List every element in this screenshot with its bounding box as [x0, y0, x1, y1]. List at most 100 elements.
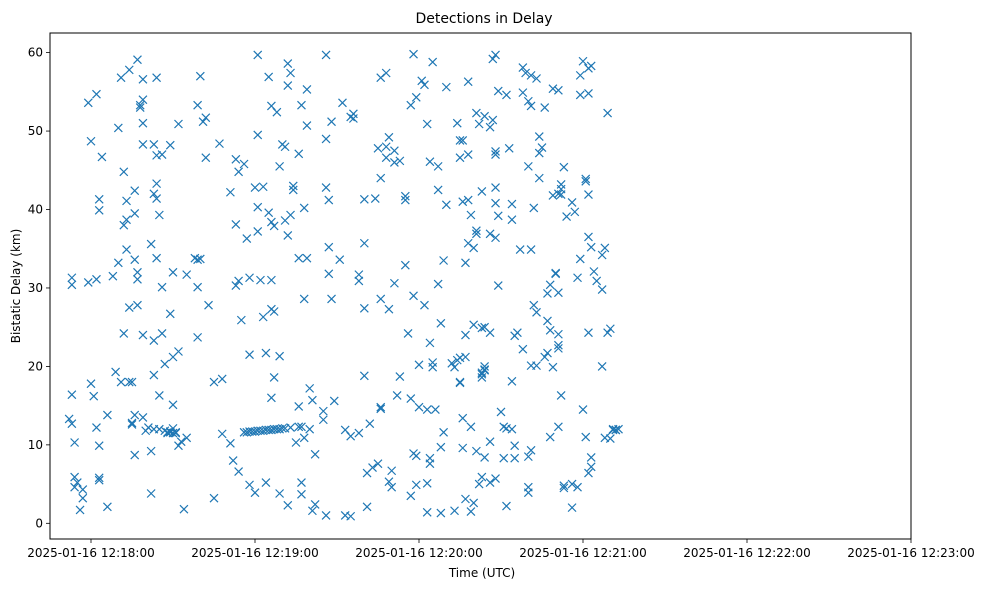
x-tick-label: 2025-01-16 12:23:00 — [847, 546, 974, 560]
data-point — [406, 491, 416, 501]
data-point — [512, 328, 522, 338]
data-point — [567, 503, 577, 513]
data-point — [157, 282, 167, 292]
data-point — [493, 86, 503, 96]
data-point — [78, 493, 88, 503]
data-point — [545, 280, 555, 290]
data-point — [584, 328, 593, 338]
data-point — [272, 107, 282, 117]
data-point — [171, 428, 181, 438]
data-point — [592, 276, 602, 286]
data-point — [152, 253, 162, 263]
data-point — [452, 118, 462, 128]
data-point — [209, 377, 219, 387]
data-point — [269, 307, 279, 316]
data-point — [346, 431, 356, 441]
data-point — [499, 422, 509, 432]
data-point — [67, 419, 77, 429]
data-point — [324, 242, 334, 252]
data-point — [376, 404, 386, 414]
data-point — [146, 489, 156, 498]
data-point — [130, 255, 140, 265]
data-point — [573, 482, 582, 492]
data-point — [275, 161, 285, 171]
data-point — [384, 304, 394, 314]
data-point — [370, 194, 380, 203]
data-point — [154, 391, 164, 400]
data-point — [327, 117, 336, 127]
y-tick-label: 50 — [28, 124, 43, 138]
data-point — [600, 243, 610, 253]
data-point — [389, 146, 399, 156]
data-point — [234, 276, 244, 286]
data-point — [108, 271, 118, 281]
data-point — [373, 459, 383, 469]
data-point — [471, 446, 481, 456]
data-point — [346, 511, 356, 521]
data-point — [463, 150, 473, 160]
data-point — [532, 307, 541, 317]
data-point — [122, 215, 131, 225]
data-point — [417, 76, 427, 86]
data-point — [461, 352, 470, 362]
data-point — [491, 50, 500, 60]
data-point — [597, 361, 607, 371]
data-point — [124, 65, 134, 75]
data-point — [70, 482, 80, 492]
data-point — [157, 150, 167, 160]
data-point — [225, 438, 235, 448]
data-point — [474, 119, 484, 129]
data-point — [64, 414, 74, 424]
data-point — [439, 427, 449, 437]
data-point — [488, 115, 498, 125]
data-point — [250, 488, 260, 498]
data-point — [436, 442, 446, 452]
data-point — [335, 255, 345, 265]
data-point — [92, 89, 101, 99]
data-point — [253, 227, 263, 236]
data-point — [455, 378, 465, 388]
data-point — [266, 275, 276, 285]
x-tick-label: 2025-01-16 12:20:00 — [355, 546, 482, 560]
data-point — [450, 362, 459, 372]
data-point — [299, 294, 309, 304]
data-point — [83, 98, 93, 108]
data-point — [578, 405, 588, 414]
data-point — [354, 276, 364, 286]
plot-area: 2025-01-16 12:18:00 2025-01-16 12:19:00 20… — [27, 32, 975, 560]
data-point — [485, 229, 495, 239]
data-point — [556, 179, 566, 189]
data-point — [67, 280, 77, 290]
data-point — [138, 118, 148, 128]
data-point — [193, 100, 203, 110]
data-point — [461, 330, 470, 340]
data-point — [534, 132, 544, 141]
data-point — [299, 433, 309, 443]
data-point — [130, 410, 140, 420]
data-point — [477, 372, 487, 382]
data-point — [529, 300, 539, 310]
data-point — [294, 253, 304, 263]
data-point — [584, 232, 593, 242]
data-point — [291, 438, 301, 447]
data-point — [182, 433, 192, 443]
data-point — [510, 453, 520, 463]
data-point — [307, 395, 317, 405]
data-point — [359, 238, 369, 248]
data-point — [92, 274, 101, 284]
data-point — [586, 242, 596, 252]
data-point — [428, 362, 438, 372]
data-point — [193, 255, 203, 265]
data-point — [384, 132, 394, 142]
data-point — [400, 195, 410, 205]
data-point — [297, 489, 306, 499]
data-point — [614, 424, 623, 434]
data-point — [225, 187, 235, 197]
data-point — [409, 291, 418, 301]
data-point — [414, 402, 424, 412]
data-point — [286, 210, 295, 220]
data-point — [477, 187, 487, 196]
data-point — [502, 501, 511, 511]
data-point — [441, 200, 451, 210]
data-point — [559, 483, 569, 493]
